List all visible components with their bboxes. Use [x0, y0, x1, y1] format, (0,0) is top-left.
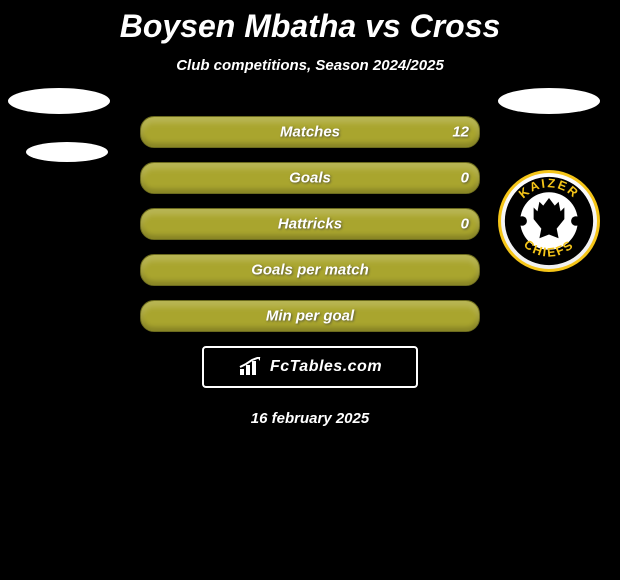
stat-right-value: 12 [452, 124, 469, 141]
stat-row-goals-per-match: Goals per match [140, 254, 480, 286]
stat-label: Goals [141, 170, 479, 187]
stat-label: Goals per match [141, 262, 479, 279]
stat-row-goals: Goals 0 [140, 162, 480, 194]
stat-right-value: 0 [461, 216, 469, 233]
subtitle: Club competitions, Season 2024/2025 [0, 57, 620, 74]
page-title: Boysen Mbatha vs Cross [0, 0, 620, 45]
brand-box: FcTables.com [202, 346, 418, 388]
placeholder-shape [8, 88, 110, 114]
chart-icon [238, 357, 266, 377]
stat-label: Hattricks [141, 216, 479, 233]
placeholder-shape [498, 88, 600, 114]
left-player-logo [8, 88, 110, 190]
stat-row-hattricks: Hattricks 0 [140, 208, 480, 240]
date-label: 16 february 2025 [0, 410, 620, 427]
stats-list: Matches 12 Goals 0 Hattricks 0 Goals per… [140, 116, 480, 332]
club-badge-svg: KAIZER CHIEFS [501, 173, 597, 269]
brand-label: FcTables.com [270, 358, 382, 376]
stat-right-value: 0 [461, 170, 469, 187]
stat-row-matches: Matches 12 [140, 116, 480, 148]
club-badge-kaizer-chiefs: KAIZER CHIEFS [498, 170, 600, 272]
stat-label: Matches [141, 124, 479, 141]
stat-label: Min per goal [141, 308, 479, 325]
placeholder-shape [26, 142, 108, 162]
stat-row-min-per-goal: Min per goal [140, 300, 480, 332]
